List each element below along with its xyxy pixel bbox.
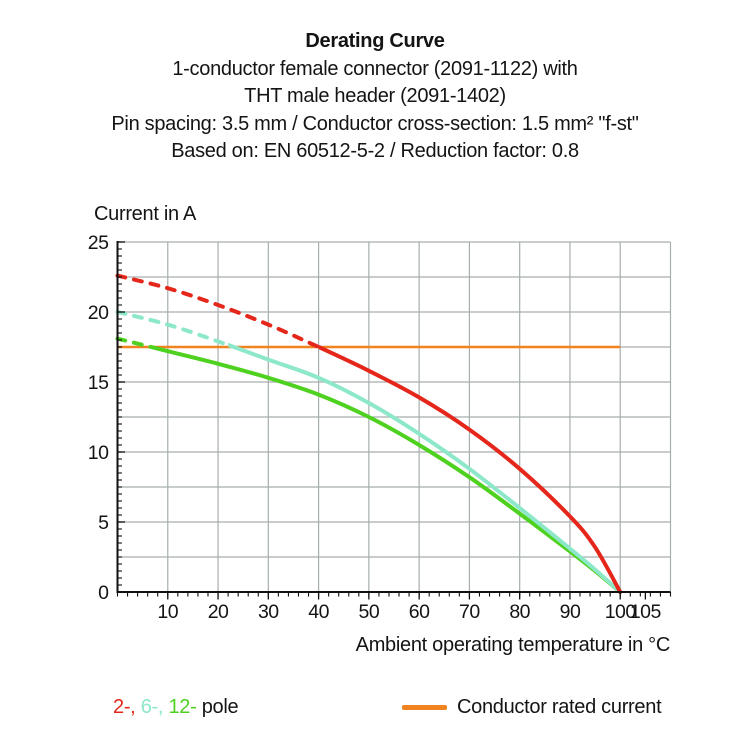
x-tick-label-105: 105 <box>630 601 662 623</box>
x-tick-label-30: 30 <box>258 601 279 623</box>
rated-current-label: Conductor rated current <box>457 696 662 718</box>
y-tick-label-10: 10 <box>88 442 109 464</box>
y-axis-title: Current in A <box>94 203 197 225</box>
chart-subtitle-header: THT male header (2091-1402) <box>244 85 506 107</box>
x-tick-label-90: 90 <box>560 601 581 623</box>
x-axis-title: Ambient operating temperature in °C <box>355 634 671 656</box>
legend-pole-suffix: pole <box>201 696 239 718</box>
x-tick-label-40: 40 <box>308 601 329 623</box>
y-tick-label-5: 5 <box>98 512 109 534</box>
rated-current-swatch <box>402 705 447 710</box>
legend-2-pole: 2-, <box>113 696 136 718</box>
x-tick-label-100: 100 <box>605 601 637 623</box>
y-tick-label-15: 15 <box>88 372 109 394</box>
x-tick-label-10: 10 <box>157 601 178 623</box>
chart-subtitle-pin-spacing: Pin spacing: 3.5 mm / Conductor cross-se… <box>111 112 639 135</box>
legend-12-pole: 12- <box>168 696 197 718</box>
chart-subtitle-connector: 1-conductor female connector (2091-1122)… <box>172 57 578 80</box>
x-tick-label-60: 60 <box>409 601 430 623</box>
x-tick-label-50: 50 <box>359 601 380 623</box>
legend-6-pole: 6-, <box>140 696 164 718</box>
y-tick-label-20: 20 <box>88 302 109 324</box>
x-tick-label-20: 20 <box>208 601 229 623</box>
x-tick-label-70: 70 <box>459 601 480 623</box>
chart-title: Derating Curve <box>305 30 445 52</box>
chart-header: Derating Curve 1-conductor female connec… <box>0 28 750 166</box>
chart-subtitle-standard: Based on: EN 60512-5-2 / Reduction facto… <box>171 140 579 162</box>
x-tick-label-80: 80 <box>509 601 530 623</box>
y-tick-label-0: 0 <box>98 582 109 604</box>
y-tick-label-25: 25 <box>88 232 109 254</box>
legend-pole-counts: 2-, 6-, 12- pole <box>113 696 239 719</box>
